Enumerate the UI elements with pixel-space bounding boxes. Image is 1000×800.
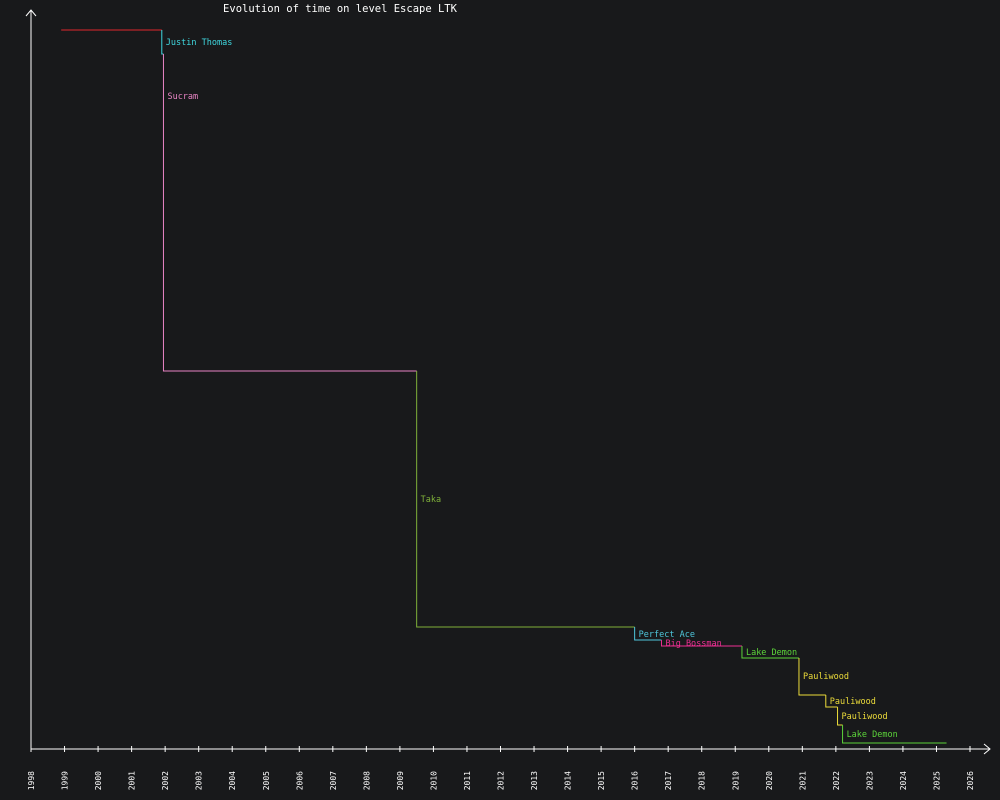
record-step-line <box>161 30 164 55</box>
holder-label: Justin Thomas <box>166 38 233 48</box>
holder-label: Perfect Ace <box>639 630 695 640</box>
x-tick-label: 2010 <box>429 771 438 790</box>
holder-label: Lake Demon <box>847 730 898 740</box>
x-tick-label: 2018 <box>698 771 707 790</box>
x-tick-label: 2026 <box>966 771 975 790</box>
x-axis-ticks: 1998 1999 2000 2001 2002 2003 2004 2005 2006 2007… <box>27 746 975 790</box>
x-tick-label: 2011 <box>463 771 472 790</box>
x-tick-label: 2025 <box>932 771 941 790</box>
holder-label: Taka <box>421 495 441 505</box>
x-tick-label: 2012 <box>497 771 506 790</box>
x-tick-label: 2015 <box>597 771 606 790</box>
x-tick-label: 2009 <box>396 771 405 790</box>
record-step-line <box>842 725 947 744</box>
x-tick-label: 2008 <box>362 771 371 790</box>
x-tick-label: 2014 <box>564 771 573 790</box>
record-step-line <box>798 658 826 696</box>
record-step-line <box>741 646 799 659</box>
chart-title: Evolution of time on level Escape LTK <box>223 3 458 15</box>
record-step-line <box>416 371 635 628</box>
x-tick-label: 2000 <box>94 771 103 790</box>
x-tick-label: 2003 <box>195 771 204 790</box>
record-steps <box>61 29 947 744</box>
x-tick-label: 2020 <box>765 771 774 790</box>
record-step-line <box>660 640 742 647</box>
x-tick-label: 2023 <box>865 771 874 790</box>
x-tick-label: 1999 <box>61 771 70 790</box>
holder-label: Sucram <box>167 92 198 102</box>
holder-label: Big Bossman <box>665 639 721 649</box>
x-tick-label: 2005 <box>262 771 271 790</box>
x-tick-label: 2019 <box>731 771 740 790</box>
x-tick-label: 2013 <box>530 771 539 790</box>
axes <box>25 9 991 755</box>
y-axis-arrow-icon <box>25 9 37 17</box>
x-tick-label: 2017 <box>664 771 673 790</box>
x-tick-label: 2004 <box>228 771 237 790</box>
x-tick-label: 1998 <box>27 771 36 790</box>
record-step-line <box>825 695 838 708</box>
x-axis-arrow-icon <box>983 743 991 755</box>
x-tick-label: 2024 <box>899 771 908 790</box>
record-step-line <box>837 707 843 726</box>
x-tick-label: 2001 <box>128 771 137 790</box>
record-step-line <box>634 627 662 641</box>
holder-label: Pauliwood <box>830 697 876 707</box>
holder-label: Pauliwood <box>803 672 849 682</box>
x-tick-label: 2021 <box>798 771 807 790</box>
holder-label: Lake Demon <box>746 648 797 658</box>
x-tick-label: 2007 <box>329 771 338 790</box>
x-tick-label: 2006 <box>295 771 304 790</box>
x-tick-label: 2002 <box>161 771 170 790</box>
x-tick-label: 2016 <box>631 771 640 790</box>
holder-label: Pauliwood <box>842 712 888 722</box>
x-tick-label: 2022 <box>832 771 841 790</box>
record-step-line <box>162 54 417 372</box>
